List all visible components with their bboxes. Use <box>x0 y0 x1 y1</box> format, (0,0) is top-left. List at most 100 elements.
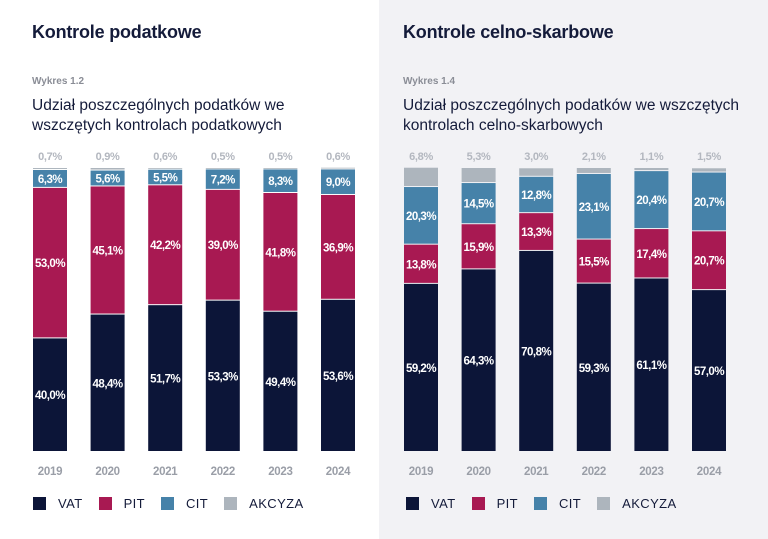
bar-stack-2022: 53,3% 39,0% 7,2% 0,5% <box>205 151 240 451</box>
bar-stack-2023: 61,1% 17,4% 20,4% 1,1% <box>634 151 669 451</box>
bar-segment-cit-2022 <box>576 173 611 239</box>
bar-stack-2019: 59,2% 13,8% 20,3% 6,8% <box>404 151 438 451</box>
bar-segment-vat-2019 <box>33 338 67 451</box>
stacked-bar-chart-tax-audits: 40,0% 53,0% 6,3% 0,7% 2019 48,4% 45,1% 5,6% 0,9%… <box>33 151 355 478</box>
data-label-akcyza-2020: 0,9% <box>96 151 120 163</box>
bar-segment-vat-2019 <box>404 283 438 451</box>
x-tick-label: 2024 <box>697 466 722 478</box>
data-label-akcyza-2021: 3,0% <box>524 151 548 163</box>
figure-label: Wykres 1.4 <box>403 76 456 87</box>
data-label-akcyza-2020: 5,3% <box>467 151 491 163</box>
bar-segment-vat-2021 <box>519 250 554 451</box>
bar-segment-pit-2024 <box>321 194 355 299</box>
legend-label: PIT <box>496 496 518 511</box>
legend-item-pit: PIT <box>98 496 145 511</box>
legend-swatch-vat <box>406 497 419 510</box>
bar-segment-akcyza-2023 <box>263 168 298 169</box>
data-label-vat-2019: 59,2% <box>406 363 436 375</box>
bar-segment-akcyza-2024 <box>692 168 726 172</box>
bar-segment-pit-2023 <box>263 192 298 311</box>
panel-customs-fiscal-audits: Kontrole celno-skarbowe Wykres 1.4 Udzia… <box>379 0 768 539</box>
bar-segment-vat-2024 <box>321 299 355 451</box>
legend-swatch-pit <box>471 497 485 510</box>
data-label-vat-2024: 53,6% <box>323 371 353 383</box>
legend-item-akcyza: AKCYZA <box>597 496 676 511</box>
data-label-cit-2024: 9,0% <box>326 177 350 189</box>
data-label-cit-2019: 20,3% <box>406 211 436 223</box>
legend-item-cit: CIT <box>161 496 208 511</box>
bar-segment-akcyza-2021 <box>148 168 183 169</box>
data-label-pit-2019: 53,0% <box>35 258 65 270</box>
bar-stack-2020: 64,3% 15,9% 14,5% 5,3% <box>461 151 496 451</box>
bar-segment-cit-2020 <box>461 183 496 224</box>
legend-item-cit: CIT <box>534 496 581 511</box>
data-label-akcyza-2022: 0,5% <box>211 151 235 163</box>
bar-segment-akcyza-2019 <box>33 168 67 169</box>
data-label-akcyza-2019: 0,7% <box>38 151 62 163</box>
bar-segment-vat-2023 <box>634 278 669 451</box>
data-label-akcyza-2023: 0,5% <box>268 151 292 163</box>
x-tick-label: 2022 <box>211 466 235 478</box>
bar-segment-vat-2020 <box>90 314 125 451</box>
data-label-vat-2022: 53,3% <box>208 371 238 383</box>
data-label-akcyza-2023: 1,1% <box>639 151 663 163</box>
chart-title: Udział poszczególnych podatków we wszczę… <box>403 97 739 134</box>
data-label-vat-2020: 64,3% <box>464 356 494 368</box>
data-label-pit-2021: 13,3% <box>521 227 551 239</box>
legend-label: AKCYZA <box>622 496 677 511</box>
legend-item-vat: VAT <box>33 496 83 511</box>
x-tick-label: 2020 <box>466 466 490 478</box>
x-tick-label: 2023 <box>268 466 292 478</box>
data-label-pit-2024: 36,9% <box>323 242 353 254</box>
section-heading: Kontrole celno-skarbowe <box>403 22 614 42</box>
bar-segment-cit-2019 <box>404 187 438 244</box>
data-label-pit-2022: 15,5% <box>579 257 609 269</box>
legend: VAT PIT CIT AKCYZA <box>406 496 693 511</box>
legend-label: VAT <box>58 496 83 511</box>
x-tick-label: 2022 <box>582 466 606 478</box>
legend-swatch-akcyza <box>224 497 238 510</box>
legend-swatch-pit <box>98 497 112 510</box>
data-label-cit-2021: 5,5% <box>153 173 177 185</box>
data-label-vat-2023: 61,1% <box>636 360 666 372</box>
bar-segment-cit-2023 <box>634 171 669 229</box>
data-label-cit-2022: 23,1% <box>579 202 609 214</box>
legend-label: AKCYZA <box>249 496 304 511</box>
bar-segment-akcyza-2022 <box>576 168 611 173</box>
data-label-akcyza-2021: 0,6% <box>153 151 177 163</box>
panel-tax-audits: Kontrole podatkowe Wykres 1.2 Udział pos… <box>0 0 379 539</box>
x-tick-label: 2024 <box>326 466 351 478</box>
legend-label: PIT <box>123 496 145 511</box>
bar-segment-pit-2019 <box>33 187 67 338</box>
bar-segment-vat-2023 <box>263 311 298 451</box>
bar-segment-akcyza-2020 <box>90 168 125 170</box>
x-tick-label: 2023 <box>639 466 663 478</box>
data-label-vat-2020: 48,4% <box>93 378 123 390</box>
x-tick-label: 2021 <box>524 466 549 478</box>
legend-swatch-cit <box>534 497 547 510</box>
bar-segment-pit-2019 <box>404 244 438 283</box>
data-label-pit-2024: 20,7% <box>694 256 724 268</box>
data-label-vat-2019: 40,0% <box>35 390 65 402</box>
bar-segment-cit-2022 <box>205 169 240 189</box>
legend-label: CIT <box>186 496 209 511</box>
data-label-cit-2023: 20,4% <box>636 195 666 207</box>
bar-segment-cit-2021 <box>519 176 554 213</box>
legend-item-pit: PIT <box>471 496 518 511</box>
bar-segment-pit-2024 <box>692 231 726 290</box>
bar-segment-akcyza-2023 <box>634 168 669 171</box>
data-label-pit-2019: 13,8% <box>406 259 436 271</box>
data-label-vat-2024: 57,0% <box>694 366 724 378</box>
bar-segment-akcyza-2024 <box>321 167 355 169</box>
bar-segment-pit-2021 <box>519 213 554 250</box>
legend-swatch-akcyza <box>597 497 611 510</box>
data-label-vat-2022: 59,3% <box>579 363 609 375</box>
legend-label: VAT <box>431 496 456 511</box>
data-label-pit-2022: 39,0% <box>208 240 238 252</box>
bar-stack-2020: 48,4% 45,1% 5,6% 0,9% <box>90 151 125 451</box>
legend-swatch-cit <box>161 497 174 510</box>
legend-item-akcyza: AKCYZA <box>224 496 303 511</box>
bar-stack-2022: 59,3% 15,5% 23,1% 2,1% <box>576 151 611 451</box>
bar-segment-cit-2023 <box>263 169 298 192</box>
bar-segment-akcyza-2019 <box>404 167 438 187</box>
